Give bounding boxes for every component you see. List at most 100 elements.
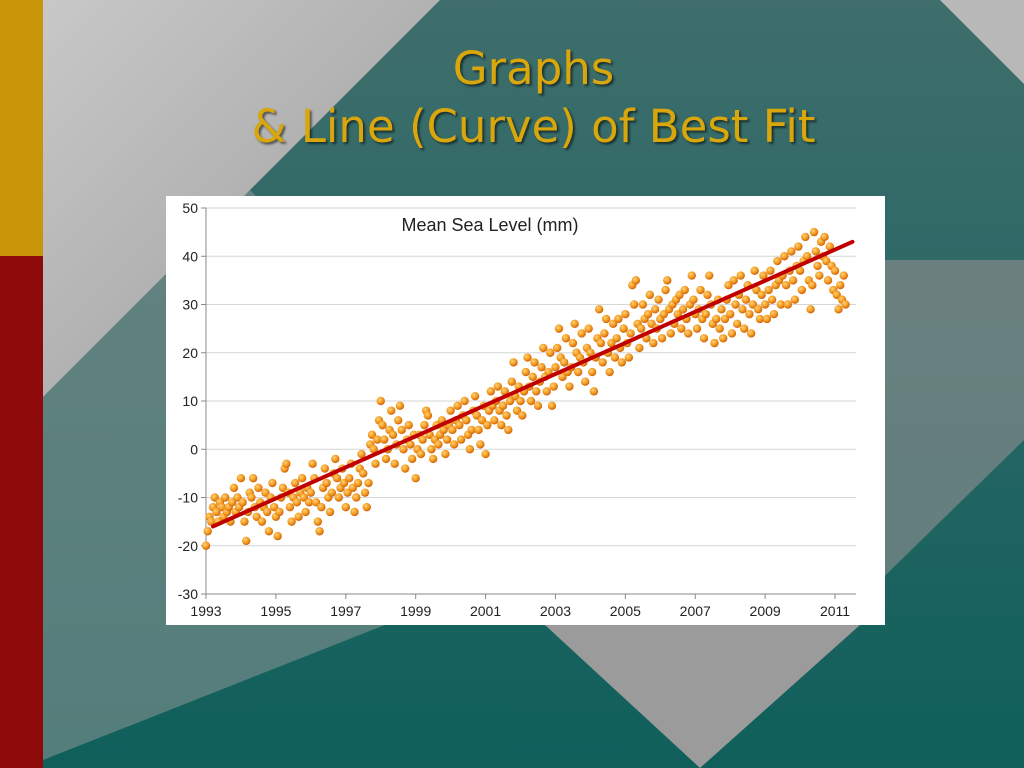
data-point [334, 493, 343, 502]
data-point [371, 459, 380, 468]
data-point [257, 517, 267, 526]
x-tick-label: 2005 [610, 603, 641, 619]
x-tick-label: 2007 [680, 603, 711, 619]
data-point [650, 305, 660, 314]
data-point [441, 449, 450, 459]
data-point [787, 247, 796, 256]
data-point [834, 305, 843, 314]
data-point [455, 420, 464, 430]
data-point [364, 478, 373, 488]
y-tick-label: 50 [182, 200, 198, 216]
data-point [203, 527, 212, 536]
data-point [719, 334, 728, 343]
data-point [221, 493, 230, 502]
data-point [806, 305, 815, 314]
data-point [313, 517, 323, 526]
data-point [635, 343, 644, 353]
data-point [757, 290, 766, 300]
data-point [332, 474, 342, 483]
data-point [605, 367, 614, 377]
data-point [794, 242, 803, 251]
data-point [453, 401, 462, 411]
data-point [341, 502, 350, 512]
data-point [570, 319, 579, 328]
data-point [502, 411, 511, 420]
x-tick-label: 1997 [330, 603, 361, 619]
data-point [308, 459, 317, 468]
data-point [663, 276, 672, 285]
data-point [657, 334, 667, 343]
data-point [481, 449, 490, 459]
data-point [797, 285, 807, 295]
data-point [292, 498, 302, 507]
data-point [397, 425, 406, 435]
data-point [612, 334, 621, 343]
data-point [649, 338, 658, 348]
data-point [643, 309, 653, 319]
data-point [273, 531, 282, 541]
background-corner-top-right [940, 0, 1024, 84]
data-point [294, 512, 303, 521]
data-point [559, 358, 569, 367]
data-point [732, 319, 742, 328]
data-point [248, 474, 258, 483]
data-point [677, 324, 686, 333]
data-point [317, 502, 326, 512]
data-point [767, 295, 777, 304]
data-point [596, 338, 606, 348]
data-point [327, 488, 337, 497]
data-point [811, 247, 821, 256]
data-point [619, 324, 628, 333]
data-point [448, 425, 457, 435]
data-point [746, 329, 756, 338]
data-point [760, 300, 770, 309]
data-point [739, 324, 749, 333]
data-point [731, 300, 740, 309]
data-point [614, 314, 623, 324]
data-point [490, 416, 499, 425]
data-point [530, 358, 539, 367]
y-tick-label: 40 [182, 248, 198, 264]
data-point [532, 387, 541, 396]
data-point [497, 420, 506, 430]
data-point [841, 300, 850, 309]
data-point [629, 300, 639, 309]
data-point [236, 474, 246, 483]
data-point [498, 401, 508, 411]
data-point [654, 295, 663, 304]
data-point [325, 507, 335, 517]
x-tick-label: 1993 [190, 603, 221, 619]
data-point [357, 449, 366, 459]
data-point [802, 252, 812, 261]
data-point [394, 416, 403, 425]
chart-frame: -30 -20 -10 0 10 20 30 40 50 1993 1995 1997 1999 2001… [166, 196, 885, 625]
data-point [781, 281, 791, 290]
data-point [390, 459, 399, 468]
x-tick-label: 2003 [540, 603, 571, 619]
data-point [839, 271, 848, 280]
data-point [795, 266, 805, 275]
data-point [474, 425, 483, 435]
y-tick-label: 0 [190, 441, 198, 457]
data-point [773, 256, 782, 266]
data-point [769, 309, 779, 319]
data-point [476, 440, 485, 449]
data-point [600, 329, 609, 338]
data-point [207, 517, 216, 526]
data-point [360, 488, 370, 497]
data-point [689, 295, 698, 304]
data-point [395, 401, 405, 411]
data-point [692, 324, 702, 333]
data-point [380, 435, 389, 444]
y-tick-label: -20 [178, 538, 198, 554]
data-point [537, 363, 546, 372]
x-tick-label: 2001 [470, 603, 501, 619]
data-point [759, 271, 768, 280]
data-point [462, 416, 471, 425]
data-point [584, 324, 593, 333]
data-point [680, 285, 689, 295]
data-point [823, 276, 833, 285]
data-point [790, 295, 800, 304]
data-point [561, 334, 571, 343]
data-point [247, 493, 256, 502]
